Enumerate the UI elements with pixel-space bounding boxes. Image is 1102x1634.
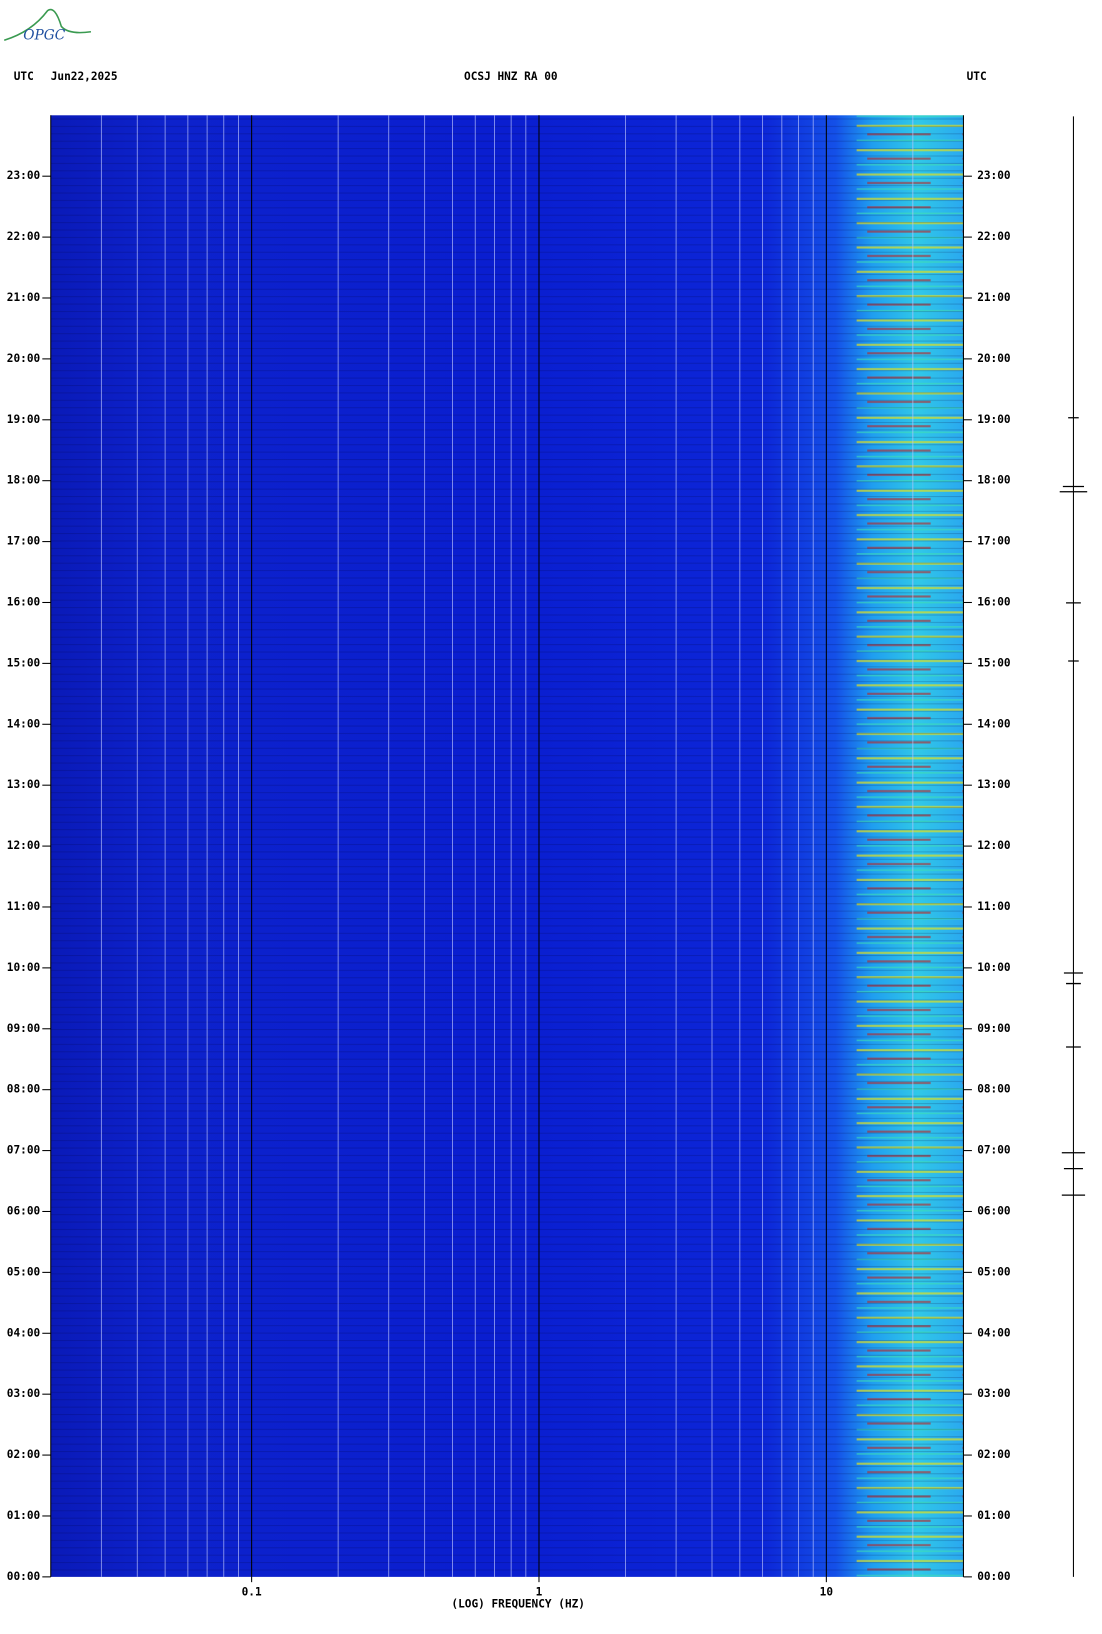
y-tick-label-right: 19:00 — [977, 413, 1011, 426]
y-tick-label-left: 03:00 — [7, 1387, 41, 1400]
y-tick-label-right: 10:00 — [977, 961, 1011, 974]
y-tick-label-right: 21:00 — [977, 291, 1011, 304]
y-tick-label-left: 09:00 — [7, 1022, 41, 1035]
y-tick-label-left: 13:00 — [7, 778, 41, 791]
y-tick-label-left: 14:00 — [7, 717, 41, 730]
y-tick-label-right: 22:00 — [977, 230, 1011, 243]
y-tick-label-left: 04:00 — [7, 1326, 41, 1339]
x-tick-label: 10 — [820, 1586, 834, 1599]
y-tick-label-right: 14:00 — [977, 717, 1011, 730]
y-tick-label-left: 19:00 — [7, 413, 41, 426]
logo-text: OPGC — [23, 27, 65, 43]
y-tick-label-left: 20:00 — [7, 352, 41, 365]
y-tick-label-left: 17:00 — [7, 535, 41, 548]
y-tick-label-right: 08:00 — [977, 1083, 1011, 1096]
right-utc: UTC — [967, 70, 987, 83]
x-tick-label: 0.1 — [242, 1586, 262, 1599]
y-tick-label-right: 20:00 — [977, 352, 1011, 365]
y-tick-label-left: 05:00 — [7, 1265, 41, 1278]
y-tick-label-left: 01:00 — [7, 1509, 41, 1522]
y-tick-label-right: 02:00 — [977, 1448, 1011, 1461]
x-axis-title: (LOG) FREQUENCY (HZ) — [451, 1597, 585, 1610]
y-tick-label-right: 17:00 — [977, 535, 1011, 548]
y-tick-label-right: 13:00 — [977, 778, 1011, 791]
y-tick-label-left: 15:00 — [7, 656, 41, 669]
y-tick-label-left: 02:00 — [7, 1448, 41, 1461]
y-tick-label-right: 05:00 — [977, 1265, 1011, 1278]
y-tick-label-right: 01:00 — [977, 1509, 1011, 1522]
y-tick-label-left: 22:00 — [7, 230, 41, 243]
seismogram — [1059, 116, 1088, 1577]
y-tick-label-left: 18:00 — [7, 474, 41, 487]
y-tick-label-left: 23:00 — [7, 169, 41, 182]
y-tick-label-left: 08:00 — [7, 1083, 41, 1096]
y-tick-label-right: 06:00 — [977, 1204, 1011, 1217]
y-tick-label-right: 03:00 — [977, 1387, 1011, 1400]
y-tick-label-left: 00:00 — [7, 1570, 41, 1583]
left-utc: UTC — [14, 70, 34, 83]
date: Jun22,2025 — [51, 70, 118, 83]
y-tick-label-right: 00:00 — [977, 1570, 1011, 1583]
y-tick-label-left: 06:00 — [7, 1204, 41, 1217]
y-tick-label-left: 12:00 — [7, 839, 41, 852]
x-tick-label: 1 — [536, 1586, 543, 1599]
y-tick-label-left: 21:00 — [7, 291, 41, 304]
y-tick-label-left: 11:00 — [7, 900, 41, 913]
spectrogram-texture — [50, 115, 964, 1577]
y-tick-label-right: 04:00 — [977, 1326, 1011, 1339]
y-tick-label-right: 09:00 — [977, 1022, 1011, 1035]
y-tick-label-right: 15:00 — [977, 656, 1011, 669]
y-tick-label-right: 11:00 — [977, 900, 1011, 913]
y-tick-label-right: 23:00 — [977, 169, 1011, 182]
y-tick-label-right: 16:00 — [977, 595, 1011, 608]
y-tick-label-right: 07:00 — [977, 1144, 1011, 1157]
logo: OPGC — [3, 8, 92, 43]
chart-title: OCSJ HNZ RA 00 — [464, 70, 558, 83]
y-tick-label-left: 10:00 — [7, 961, 41, 974]
y-tick-label-left: 07:00 — [7, 1144, 41, 1157]
y-tick-label-right: 18:00 — [977, 474, 1011, 487]
y-tick-label-right: 12:00 — [977, 839, 1011, 852]
y-tick-label-left: 16:00 — [7, 595, 41, 608]
